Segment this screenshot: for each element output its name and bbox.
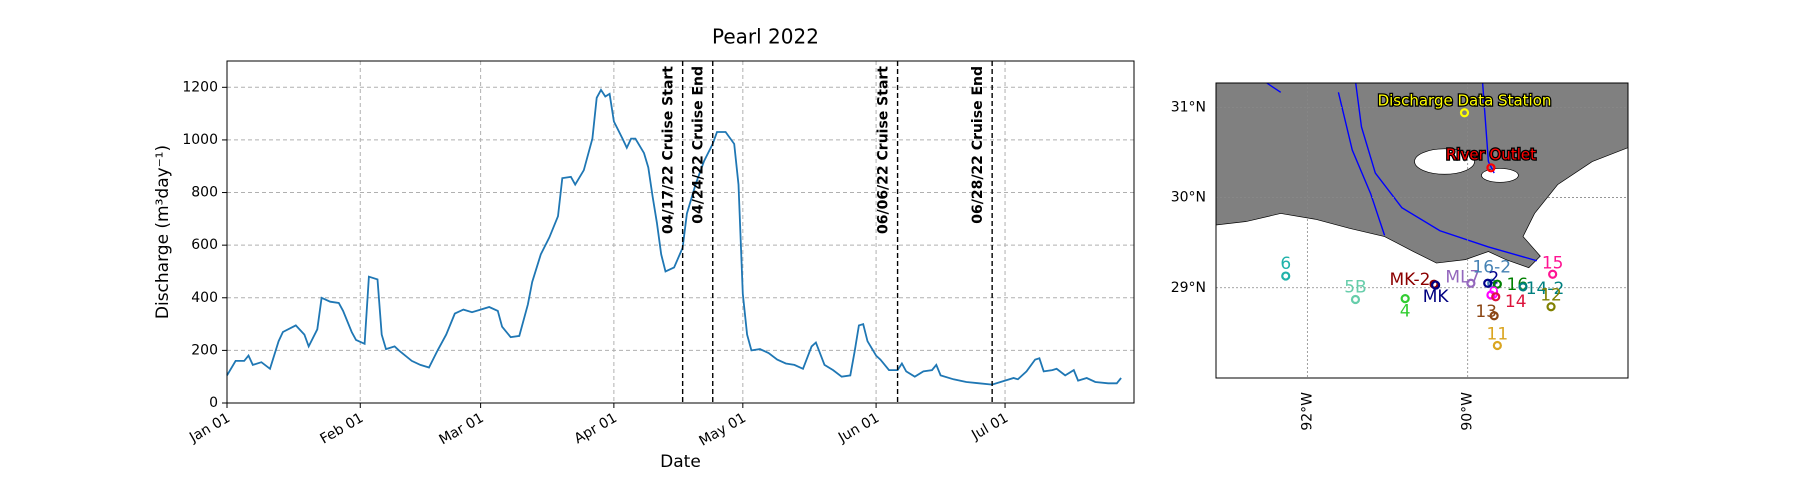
station-label: MK (1423, 287, 1450, 307)
cruise-label: 04/17/22 Cruise Start (661, 66, 677, 234)
station-marker (1546, 302, 1556, 312)
lat-label: 30°N (1171, 190, 1206, 206)
station-marker (1431, 280, 1441, 290)
station-label: 12 (1540, 286, 1562, 306)
cruise-label: 06/06/22 Cruise Start (876, 66, 892, 234)
station-marker (1459, 108, 1470, 118)
map-frame (1215, 82, 1629, 379)
station-label: 14-2 (1526, 279, 1565, 299)
station-label: MK-2 (1390, 270, 1431, 290)
station-label: 15 (1542, 253, 1564, 273)
station-label: 16-2 (1472, 257, 1511, 277)
station-label: Discharge Data Station (1378, 91, 1552, 109)
station-label: 6 (1280, 254, 1291, 274)
map-land (1215, 82, 1629, 269)
station-marker (1466, 278, 1476, 288)
station-marker (1489, 311, 1499, 321)
station-marker (1492, 340, 1502, 351)
cruise-label: 06/28/22 Cruise End (970, 66, 986, 224)
x-tick-label: May 01 (696, 410, 748, 449)
y-tick-label: 200 (191, 342, 218, 358)
station-label: 5B (1344, 278, 1366, 298)
station-marker (1486, 163, 1496, 173)
x-tick-label: Feb 01 (317, 410, 366, 447)
x-tick-label: Apr 01 (572, 410, 620, 447)
lat-label: 31°N (1171, 99, 1206, 115)
station-marker (1400, 294, 1410, 304)
y-tick-label: 1000 (182, 132, 218, 148)
station-marker (1548, 269, 1558, 279)
x-tick-label: Jun 01 (835, 410, 882, 446)
station-label: 4 (1400, 302, 1411, 322)
x-axis-label: Date (660, 452, 701, 472)
station-label: 13 (1475, 302, 1497, 322)
station-marker (1483, 278, 1493, 288)
station-marker (1518, 282, 1528, 292)
cruise-label: 04/24/22 Cruise End (691, 66, 707, 224)
x-tick-label: Jul 01 (968, 410, 1011, 444)
lon-label: 92°W (1299, 392, 1315, 431)
station-marker (1487, 278, 1497, 288)
y-tick-label: 400 (191, 290, 218, 306)
chart-title: Pearl 2022 (712, 25, 819, 49)
station-marker (1486, 290, 1496, 300)
data-line (226, 88, 1122, 386)
x-tick-label: Jan 01 (186, 410, 233, 446)
y-tick-label: 1200 (182, 79, 218, 95)
y-tick-label: 0 (209, 395, 218, 411)
station-marker (1492, 279, 1502, 289)
station-marker (1281, 271, 1291, 281)
station-marker (1491, 292, 1501, 302)
station-label: 11 (1487, 325, 1509, 345)
station-marker (1350, 294, 1361, 305)
y-tick-label: 600 (191, 237, 218, 253)
x-tick-label: Mar 01 (436, 410, 486, 448)
y-axis-label: Discharge (m³day⁻¹) (153, 145, 173, 319)
lon-label: 90°W (1460, 392, 1476, 431)
station-label: River Outlet (1446, 145, 1536, 163)
plot-frame (226, 60, 1135, 404)
station-label: ML7 (1445, 267, 1480, 287)
station-label: 2 (1488, 268, 1499, 288)
y-tick-label: 800 (191, 185, 218, 201)
station-label: 14 (1505, 292, 1527, 312)
lat-label: 29°N (1171, 280, 1206, 296)
